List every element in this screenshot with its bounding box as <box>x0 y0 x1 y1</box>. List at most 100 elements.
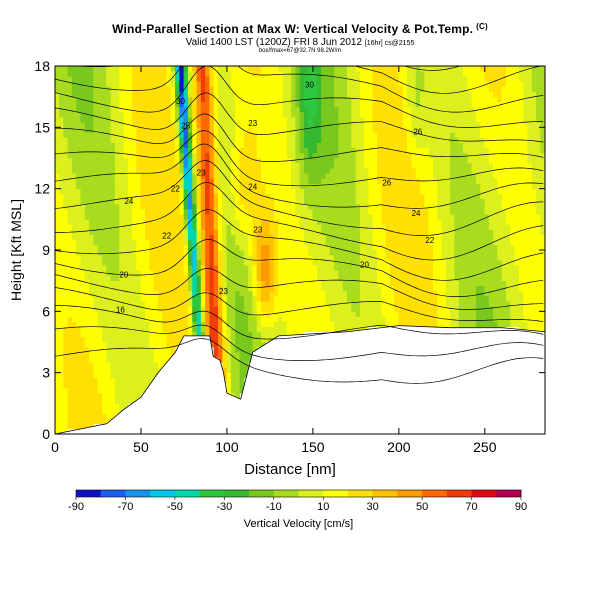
field-cell <box>97 152 103 159</box>
field-cell <box>140 229 146 235</box>
field-cell <box>295 234 301 241</box>
field-cell <box>140 275 146 281</box>
field-cell <box>359 316 365 322</box>
field-cell <box>196 147 202 154</box>
field-cell <box>226 188 232 195</box>
field-cell <box>385 311 391 317</box>
field-cell <box>93 387 99 394</box>
field-cell <box>364 157 370 164</box>
field-cell <box>299 91 305 97</box>
field-cell <box>261 96 266 103</box>
field-cell <box>291 331 297 338</box>
field-cell <box>114 341 120 348</box>
field-cell <box>153 295 159 302</box>
field-cell <box>252 75 258 82</box>
field-cell <box>106 392 112 399</box>
field-cell <box>132 183 137 189</box>
field-cell <box>394 295 400 302</box>
field-cell <box>179 106 185 113</box>
field-cell <box>106 193 112 200</box>
field-cell <box>114 351 120 358</box>
field-cell <box>110 372 116 379</box>
field-cell <box>55 392 60 399</box>
field-cell <box>364 311 370 317</box>
field-cell <box>256 290 262 297</box>
field-cell <box>123 203 129 210</box>
field-cell <box>93 382 99 389</box>
field-cell <box>101 167 107 174</box>
field-cell <box>166 300 172 307</box>
field-cell <box>106 336 112 343</box>
field-cell <box>342 147 348 154</box>
field-cell <box>140 91 146 97</box>
field-cell <box>273 259 279 266</box>
field-cell <box>282 106 288 113</box>
field-cell <box>368 188 374 195</box>
field-cell <box>93 265 99 271</box>
field-cell <box>63 295 69 302</box>
field-cell <box>127 249 133 256</box>
field-cell <box>411 193 417 200</box>
field-cell <box>179 75 185 82</box>
field-cell <box>420 249 425 256</box>
field-cell <box>89 142 94 149</box>
field-cell <box>308 305 314 312</box>
field-cell <box>286 193 292 200</box>
field-cell <box>110 285 116 292</box>
field-cell <box>218 147 223 154</box>
field-cell <box>187 111 193 118</box>
field-cell <box>256 321 262 327</box>
field-cell <box>89 341 94 348</box>
field-cell <box>218 249 223 256</box>
field-cell <box>334 311 339 317</box>
field-cell <box>166 167 172 174</box>
field-cell <box>89 213 94 220</box>
field-cell <box>299 300 305 307</box>
field-cell <box>149 249 155 256</box>
field-cell <box>389 70 395 77</box>
field-cell <box>97 193 103 200</box>
field-cell <box>235 275 241 281</box>
field-cell <box>368 208 374 215</box>
field-cell <box>342 265 348 271</box>
field-cell <box>183 321 189 327</box>
field-cell <box>76 254 82 261</box>
field-cell <box>402 198 408 205</box>
field-cell <box>407 106 413 113</box>
field-cell <box>157 229 163 235</box>
field-cell <box>312 152 318 159</box>
field-cell <box>402 121 408 128</box>
field-cell <box>273 316 279 322</box>
field-cell <box>218 244 223 251</box>
field-cell <box>136 183 142 189</box>
field-cell <box>144 295 150 302</box>
field-cell <box>55 403 60 409</box>
field-cell <box>308 106 314 113</box>
field-cell <box>372 142 378 149</box>
field-cell <box>84 86 90 92</box>
field-cell <box>252 147 258 154</box>
field-cell <box>308 203 314 210</box>
field-cell <box>170 311 176 317</box>
field-cell <box>162 193 168 200</box>
field-cell <box>205 285 211 292</box>
field-cell <box>170 173 176 179</box>
field-cell <box>346 280 352 287</box>
field-cell <box>420 121 425 128</box>
field-cell <box>381 275 387 281</box>
field-cell <box>144 152 150 159</box>
field-cell <box>97 367 103 373</box>
field-cell <box>299 249 305 256</box>
field-cell <box>93 75 99 82</box>
field-cell <box>368 254 374 261</box>
field-cell <box>192 86 198 92</box>
field-cell <box>144 111 150 118</box>
field-cell <box>282 70 288 77</box>
field-cell <box>256 193 262 200</box>
field-cell <box>106 229 112 235</box>
field-cell <box>205 275 211 281</box>
field-cell <box>175 316 180 322</box>
field-cell <box>346 219 352 225</box>
field-cell <box>114 275 120 281</box>
field-cell <box>76 362 82 368</box>
